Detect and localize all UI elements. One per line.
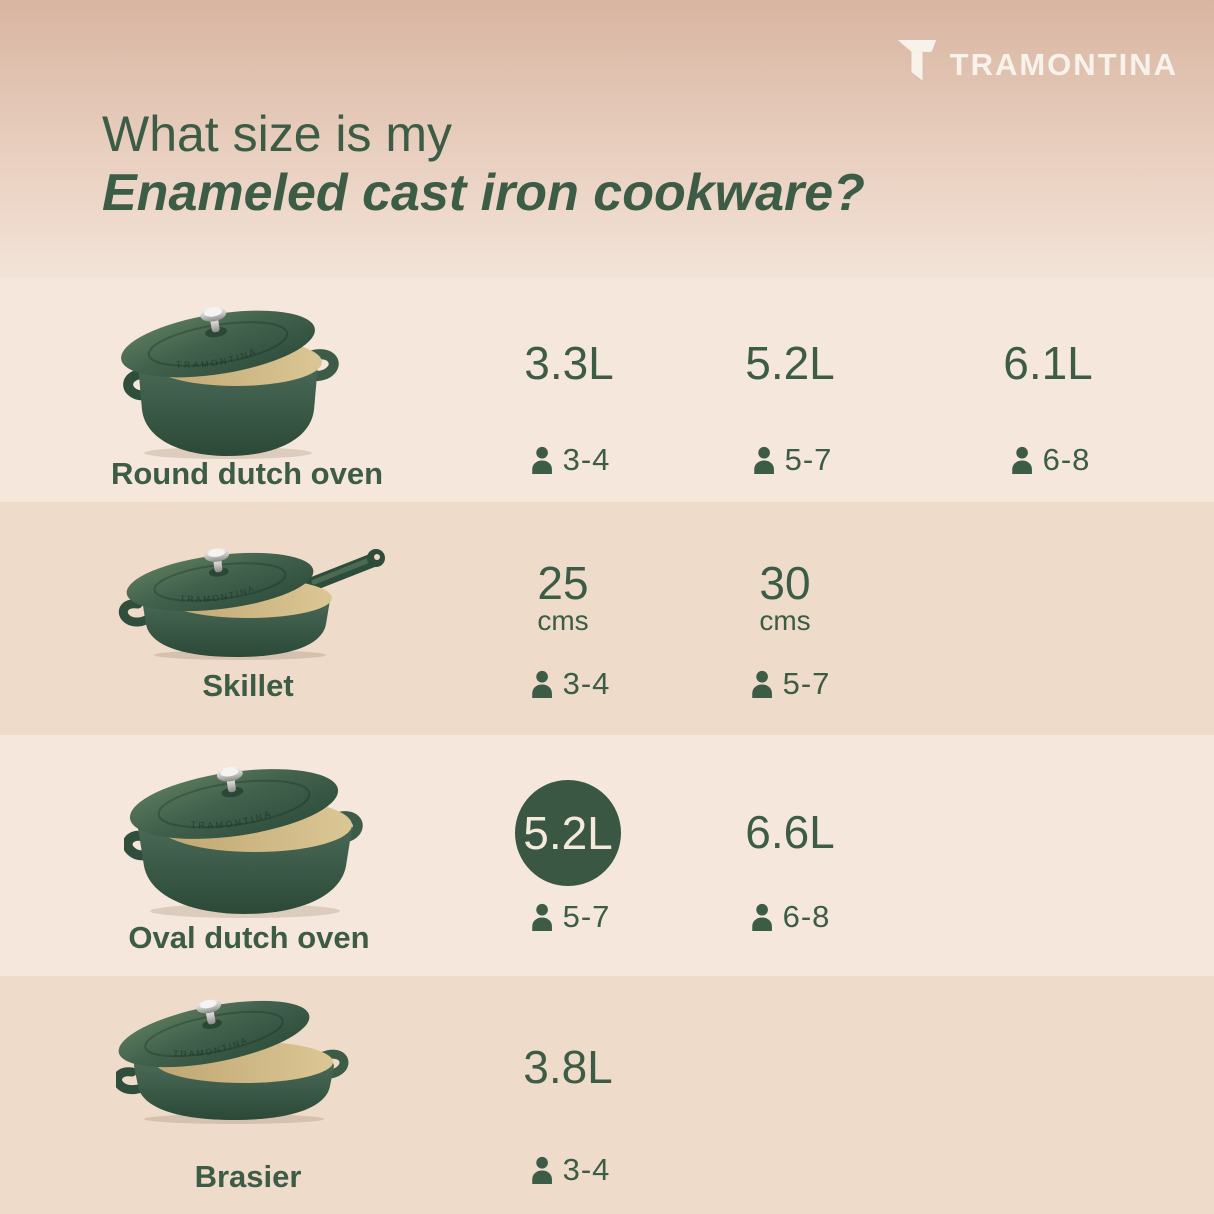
size-value: 30	[759, 557, 811, 609]
header: TRAMONTINA What size is my Enameled cast…	[0, 0, 1214, 278]
size-value: 5.2L	[745, 337, 835, 389]
size-option: 5.2L	[745, 340, 835, 386]
serving-size: 5-7	[750, 668, 831, 699]
serving-size: 3-4	[530, 668, 611, 699]
person-icon	[1010, 446, 1035, 474]
title-line2: Enameled cast iron cookware?	[102, 164, 865, 222]
round-dutch-oven-image: TRAMONTINA	[118, 288, 340, 460]
people-range: 6-8	[782, 899, 831, 934]
serving-size: 3-4	[530, 444, 611, 475]
people-range: 5-7	[784, 442, 833, 477]
brand-logo-text: TRAMONTINA	[949, 46, 1178, 82]
size-value: 3.3L	[524, 337, 614, 389]
serving-size: 3-4	[530, 1154, 611, 1185]
size-option: 3.8L	[523, 1044, 613, 1090]
person-icon	[752, 446, 777, 474]
size-value: 25	[537, 557, 589, 609]
person-icon	[750, 670, 775, 698]
size-option: 30 cms	[759, 557, 811, 636]
person-icon	[530, 446, 555, 474]
size-value: 6.1L	[1003, 337, 1093, 389]
size-unit: cms	[759, 605, 811, 636]
serving-size: 6-8	[750, 901, 831, 932]
serving-size: 5-7	[530, 901, 611, 932]
page-title: What size is my Enameled cast iron cookw…	[102, 104, 865, 222]
size-option: 3.3L	[524, 340, 614, 386]
size-value: 3.8L	[523, 1041, 613, 1093]
row-skillet: TRAMONTINA Skillet 25 cms 30 cms 3-4	[0, 502, 1214, 735]
oval-dutch-oven-image: TRAMONTINA	[124, 746, 366, 918]
person-icon	[530, 1156, 555, 1184]
product-name: Brasier	[194, 1159, 302, 1194]
skillet-image: TRAMONTINA	[118, 536, 392, 660]
size-option: 6.1L	[1003, 340, 1093, 386]
person-icon	[530, 670, 555, 698]
brand-logo: TRAMONTINA	[894, 40, 1178, 89]
people-range: 3-4	[562, 442, 611, 477]
row-brasier: TRAMONTINA Brasier 3.8L 3-4	[0, 976, 1214, 1214]
size-option-highlighted: 5.2L	[515, 780, 621, 886]
people-range: 6-8	[1042, 442, 1091, 477]
size-value-badge: 5.2L	[515, 780, 621, 886]
person-icon	[750, 903, 775, 931]
row-oval-dutch-oven: TRAMONTINA Oval dutch oven 5.2L 6.6L 5-7	[0, 735, 1214, 976]
tramontina-t-icon	[894, 40, 940, 89]
product-name: Oval dutch oven	[128, 920, 370, 955]
size-option: 6.6L	[745, 809, 835, 855]
people-range: 5-7	[782, 666, 831, 701]
people-range: 3-4	[562, 1152, 611, 1187]
product-name: Skillet	[202, 668, 294, 703]
size-option: 25 cms	[537, 557, 589, 636]
title-line1: What size is my	[102, 106, 453, 162]
row-round-dutch-oven: TRAMONTINA Round dutch oven 3.3L 5.2L 6.…	[0, 278, 1214, 502]
product-name: Round dutch oven	[110, 456, 384, 491]
brasier-image: TRAMONTINA	[116, 992, 354, 1124]
serving-size: 6-8	[1010, 444, 1091, 475]
size-value: 6.6L	[745, 806, 835, 858]
people-range: 5-7	[562, 899, 611, 934]
size-unit: cms	[537, 605, 589, 636]
serving-size: 5-7	[752, 444, 833, 475]
person-icon	[530, 903, 555, 931]
people-range: 3-4	[562, 666, 611, 701]
